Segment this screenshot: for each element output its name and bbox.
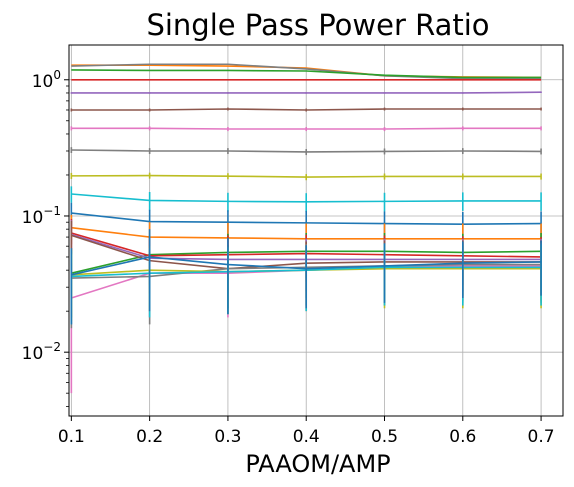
- series-9: [70, 172, 542, 181]
- series-line: [71, 63, 542, 80]
- y-tick-label: 10−2: [22, 340, 61, 364]
- y-tick-label: 10−1: [22, 204, 61, 228]
- x-tick-label: 0.1: [58, 427, 85, 447]
- series-21: [70, 229, 542, 325]
- x-axis-label: PAAOM/AMP: [245, 450, 390, 478]
- series-10: [70, 186, 542, 212]
- series-3: [71, 69, 542, 79]
- x-tick-label: 0.3: [214, 427, 241, 447]
- series-2: [71, 63, 542, 80]
- series-layer: [70, 63, 542, 394]
- series-line: [71, 69, 542, 79]
- chart-title: Single Pass Power Ratio: [146, 8, 489, 42]
- series-7: [70, 126, 542, 132]
- tick-layer: 0.1 0.2 0.3 0.4 0.5 0.6 0.7 10−2 10−1 100: [22, 68, 555, 447]
- x-tick-label: 0.5: [371, 427, 398, 447]
- x-tick-label: 0.7: [528, 427, 555, 447]
- plot-frame: [68, 44, 564, 417]
- y-tick-label: 100: [32, 68, 61, 92]
- x-tick-label: 0.6: [449, 427, 476, 447]
- x-tick-label: 0.2: [136, 427, 163, 447]
- series-6: [70, 107, 542, 112]
- series-5: [70, 91, 542, 94]
- series-8: [70, 147, 542, 156]
- x-tick-label: 0.4: [293, 427, 320, 447]
